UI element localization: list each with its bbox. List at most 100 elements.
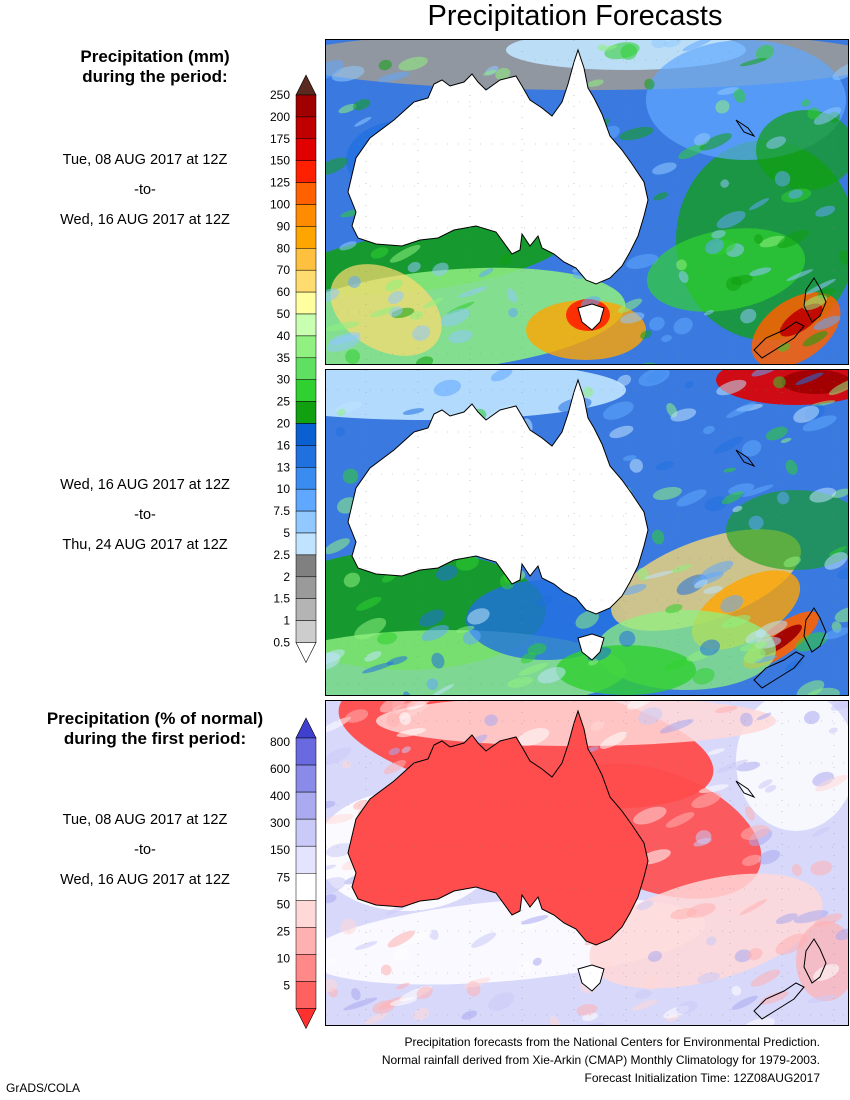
precip-speckle bbox=[636, 900, 654, 911]
precip-speckle bbox=[670, 908, 697, 920]
precip-speckle bbox=[742, 440, 762, 457]
precip-speckle bbox=[490, 370, 513, 382]
precip-speckle bbox=[345, 349, 361, 364]
pct-legend-tick-label: 400 bbox=[270, 789, 290, 803]
precip-speckle bbox=[756, 712, 772, 721]
mm-legend-tick-label: 35 bbox=[277, 351, 291, 365]
mm-legend-tick-label: 125 bbox=[270, 176, 290, 190]
precip-speckle bbox=[815, 205, 836, 217]
precip-speckle bbox=[364, 651, 382, 662]
precip-speckle bbox=[703, 309, 714, 316]
tasmania-coastline bbox=[577, 964, 605, 992]
precip-speckle bbox=[343, 997, 378, 1011]
mm-legend-tick-label: 150 bbox=[270, 154, 290, 168]
precip-speckle bbox=[748, 515, 764, 530]
precip-speckle bbox=[536, 596, 553, 607]
pct-legend-swatch bbox=[295, 927, 317, 955]
precip-speckle bbox=[398, 56, 428, 71]
mm-legend-tick-label: 0.5 bbox=[273, 636, 290, 650]
precip-speckle bbox=[419, 609, 445, 627]
precip-speckle bbox=[621, 584, 647, 596]
mm-legend-swatch bbox=[295, 182, 317, 205]
precip-speckle bbox=[759, 991, 789, 1005]
period-1-start: Tue, 08 AUG 2017 at 12Z bbox=[62, 152, 228, 168]
precip-speckle bbox=[743, 648, 766, 664]
precip-speckle bbox=[619, 630, 636, 647]
precip-speckle bbox=[410, 311, 423, 320]
precip-speckle bbox=[590, 720, 605, 731]
precip-speckle bbox=[407, 261, 421, 273]
precip-speckle bbox=[638, 707, 663, 725]
precip-speckle bbox=[471, 932, 497, 948]
new-zealand-north-coastline bbox=[803, 607, 827, 653]
precip-speckle bbox=[783, 556, 801, 568]
precip-speckle bbox=[739, 899, 768, 916]
precip-speckle bbox=[626, 253, 659, 269]
precip-speckle bbox=[835, 928, 848, 941]
precip-speckle bbox=[378, 59, 392, 71]
precip-speckle bbox=[518, 662, 548, 676]
precip-speckle bbox=[345, 709, 369, 723]
precip-speckle bbox=[335, 426, 346, 437]
precip-speckle bbox=[678, 270, 689, 283]
tasmania-coastline bbox=[577, 633, 605, 661]
mm-legend-tick-label: 2.5 bbox=[273, 548, 290, 562]
precip-speckle bbox=[617, 374, 632, 387]
precip-speckle bbox=[326, 747, 352, 766]
pct-legend-tick-label: 25 bbox=[277, 924, 291, 938]
precip-speckle bbox=[385, 279, 403, 292]
mm-legend-heading-line1: Precipitation (mm) bbox=[80, 47, 230, 66]
precip-speckle bbox=[532, 957, 542, 966]
precip-speckle bbox=[627, 701, 655, 710]
precip-speckle bbox=[396, 982, 410, 990]
mm-legend-swatch bbox=[295, 204, 317, 227]
precip-speckle bbox=[377, 71, 410, 83]
precip-speckle bbox=[339, 241, 357, 251]
precip-speckle bbox=[426, 678, 439, 691]
precip-speckle bbox=[389, 244, 421, 263]
mm-legend-tick-label: 2 bbox=[283, 570, 290, 584]
precip-speckle bbox=[597, 44, 606, 50]
new-caledonia-coastline bbox=[735, 449, 756, 468]
precip-speckle bbox=[693, 837, 712, 847]
precip-speckle bbox=[365, 1012, 388, 1025]
precip-speckle bbox=[837, 567, 848, 580]
footer-line-3: Forecast Initialization Time: 12Z08AUG20… bbox=[584, 1071, 820, 1085]
precip-speckle bbox=[811, 826, 831, 837]
mm-legend-swatch bbox=[295, 423, 317, 446]
precip-speckle bbox=[328, 332, 361, 345]
australia-coastline bbox=[347, 709, 649, 946]
mm-legend-swatch bbox=[295, 269, 317, 293]
precip-speckle bbox=[498, 253, 513, 266]
precip-speckle bbox=[775, 933, 808, 955]
precip-speckle bbox=[766, 136, 787, 149]
precip-speckle bbox=[697, 972, 720, 984]
precip-speckle bbox=[740, 825, 770, 841]
precip-speckle bbox=[716, 210, 746, 229]
precip-speckle bbox=[694, 579, 708, 589]
pct-legend-heading-line1: Precipitation (% of normal) bbox=[46, 709, 264, 728]
precip-speckle bbox=[788, 189, 803, 199]
precip-speckle bbox=[786, 269, 813, 281]
precip-speckle bbox=[467, 608, 490, 625]
pct-legend-tick-label: 600 bbox=[270, 762, 290, 776]
period-1-sep: -to- bbox=[134, 182, 156, 198]
precip-speckle bbox=[431, 652, 445, 669]
precip-speckle bbox=[402, 408, 425, 415]
precip-speckle bbox=[755, 44, 775, 61]
precip-speckle bbox=[698, 784, 729, 794]
precip-speckle bbox=[586, 79, 604, 87]
precip-speckle bbox=[517, 728, 550, 747]
precip-speckle bbox=[665, 812, 695, 828]
pct-legend-tick-label: 5 bbox=[283, 978, 290, 992]
mm-legend-swatch bbox=[295, 116, 317, 140]
precip-speckle bbox=[830, 701, 848, 711]
precip-speckle bbox=[326, 157, 348, 176]
precip-speckle bbox=[515, 920, 541, 933]
precip-speckle bbox=[372, 1000, 396, 1014]
precip-speckle bbox=[775, 913, 798, 925]
precip-speckle bbox=[777, 229, 809, 249]
precip-speckle bbox=[720, 595, 744, 613]
precip-speckle bbox=[326, 321, 360, 332]
australia-coastline bbox=[347, 378, 649, 615]
